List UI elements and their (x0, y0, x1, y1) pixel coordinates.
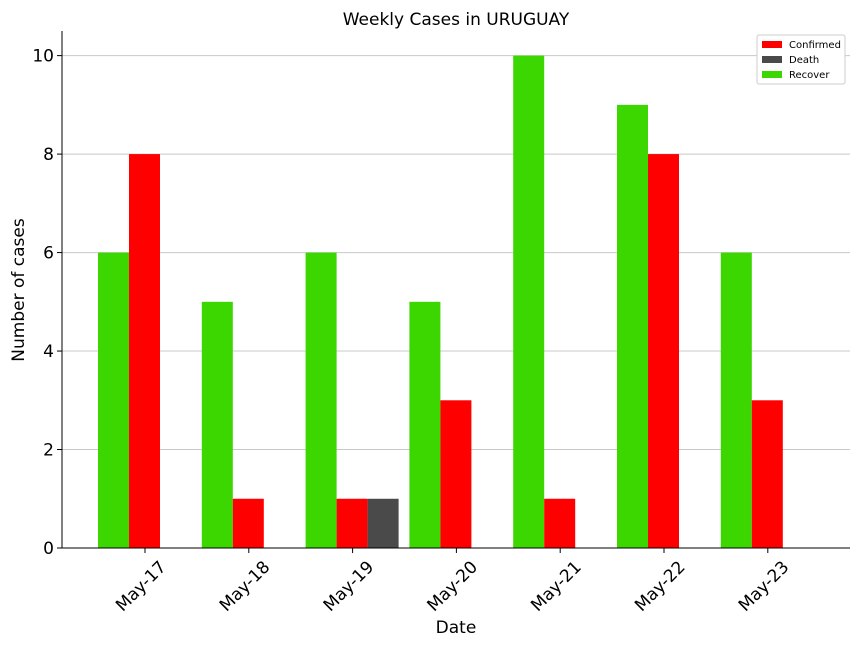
y-tick-label: 10 (32, 47, 54, 67)
x-tick-label: May-21 (527, 557, 585, 615)
bar-confirmed-may-23 (751, 400, 783, 548)
bar-recover-may-21 (513, 55, 545, 548)
bar-recover-may-17 (98, 252, 129, 549)
x-tick-label: May-19 (320, 557, 378, 615)
chart-title: Weekly Cases in URUGUAY (343, 10, 570, 30)
y-tick-label: 2 (43, 441, 54, 461)
legend-swatch-death (762, 56, 782, 63)
x-ticks: May-17 May-18 May-19 May-20 May-21 May-22 May-… (112, 548, 793, 616)
y-tick-label: 8 (43, 145, 54, 165)
bar-confirmed-may-18 (232, 498, 264, 548)
bar-recover-may-18 (201, 301, 233, 548)
x-tick-label: May-20 (424, 557, 482, 615)
bar-confirmed-may-17 (129, 154, 160, 548)
bar-recover-may-22 (617, 104, 648, 548)
y-tick-label: 6 (43, 244, 54, 264)
gridlines (62, 55, 850, 451)
legend: Confirmed Death Recover (756, 34, 846, 85)
bar-death-may-19 (367, 498, 399, 548)
bar-recover-may-19 (305, 252, 337, 549)
legend-label-death: Death (789, 55, 819, 66)
x-axis-label: Date (436, 618, 477, 638)
legend-label-confirmed: Confirmed (789, 40, 841, 51)
legend-swatch-confirmed (762, 41, 782, 48)
y-tick-label: 0 (43, 539, 54, 559)
y-tick-label: 4 (43, 342, 54, 362)
bar-confirmed-may-20 (440, 400, 472, 548)
y-ticks: 0 2 4 6 8 10 (32, 47, 62, 559)
legend-label-recover: Recover (789, 70, 830, 81)
bar-recover-may-20 (409, 301, 441, 548)
bar-confirmed-may-19 (336, 498, 368, 548)
y-axis-label: Number of cases (9, 218, 29, 362)
x-tick-label: May-22 (631, 557, 689, 615)
bar-recover-may-23 (720, 252, 752, 549)
bar-confirmed-may-21 (544, 498, 576, 548)
bar-confirmed-may-22 (648, 154, 679, 548)
bars (98, 55, 783, 549)
x-tick-label: May-17 (112, 557, 170, 615)
legend-swatch-recover (762, 71, 782, 78)
x-tick-label: May-23 (735, 557, 793, 615)
x-tick-label: May-18 (216, 557, 274, 615)
